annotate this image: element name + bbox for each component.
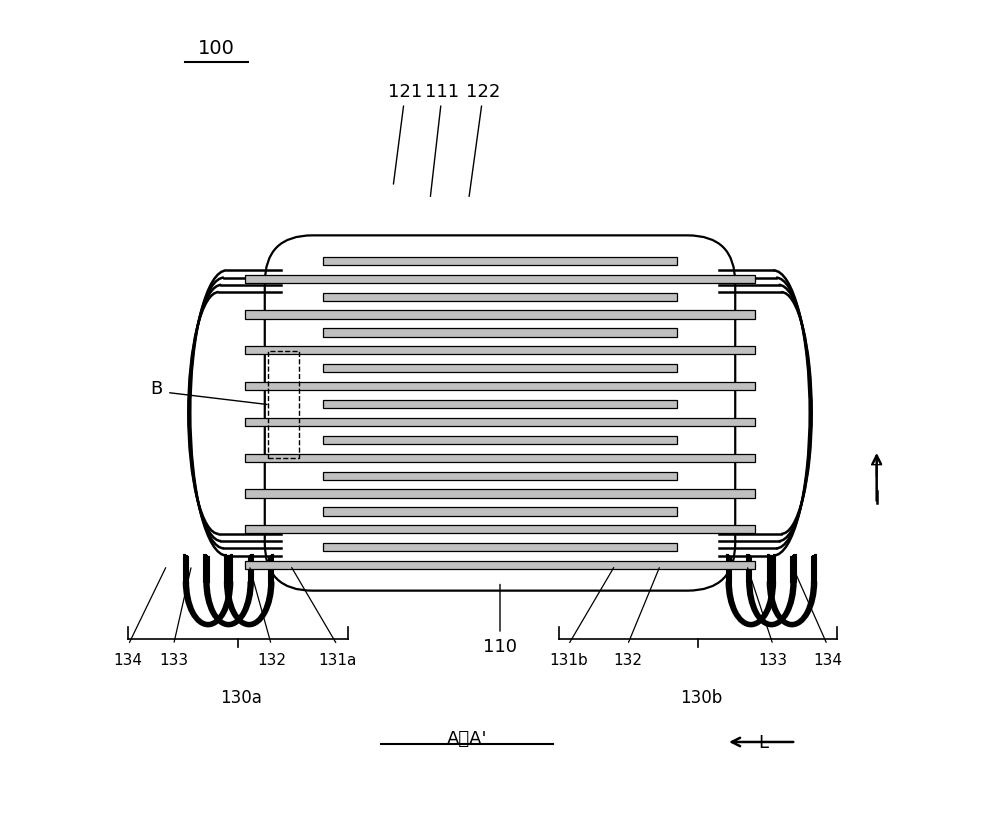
Bar (323, 294, 677, 301)
Bar (323, 400, 677, 409)
Text: 121: 121 (388, 84, 423, 185)
Bar (245, 418, 755, 427)
Text: 134: 134 (114, 653, 143, 667)
FancyBboxPatch shape (270, 241, 730, 586)
Text: 131b: 131b (549, 653, 588, 667)
Text: 111: 111 (425, 84, 459, 197)
Text: A－A': A－A' (447, 729, 487, 747)
Text: 133: 133 (758, 653, 788, 667)
Bar (323, 365, 677, 373)
Text: L: L (758, 733, 768, 751)
FancyBboxPatch shape (278, 249, 722, 578)
Bar (268, 352, 299, 459)
Bar (245, 490, 755, 498)
Text: 133: 133 (159, 653, 188, 667)
Text: B: B (151, 380, 163, 398)
Bar (245, 562, 755, 570)
Bar (245, 454, 755, 462)
Text: 110: 110 (483, 585, 517, 655)
Bar (245, 347, 755, 355)
Bar (245, 383, 755, 391)
Bar (323, 329, 677, 337)
Text: 132: 132 (613, 653, 642, 667)
Text: 100: 100 (198, 39, 235, 57)
Bar (323, 508, 677, 516)
Text: 132: 132 (257, 653, 286, 667)
Text: 130b: 130b (680, 688, 723, 706)
Text: 134: 134 (813, 653, 842, 667)
Bar (323, 472, 677, 480)
Bar (245, 275, 755, 284)
Bar (245, 311, 755, 319)
Bar (323, 543, 677, 552)
Text: 131a: 131a (318, 653, 356, 667)
Bar (323, 257, 677, 265)
Text: T: T (871, 462, 882, 480)
FancyBboxPatch shape (265, 236, 735, 591)
FancyBboxPatch shape (274, 245, 726, 582)
Bar (323, 436, 677, 444)
Bar (245, 526, 755, 533)
Text: 130a: 130a (220, 688, 262, 706)
Text: 122: 122 (466, 84, 501, 197)
